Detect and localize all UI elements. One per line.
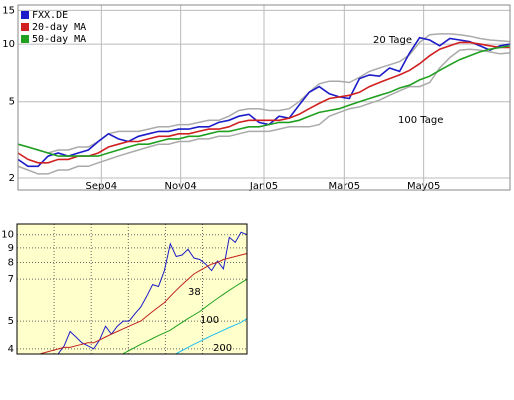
plot-area [17, 224, 247, 354]
legend-swatch [21, 11, 29, 19]
y-tick-label: 2 [9, 173, 15, 184]
y-tick-label: 5 [8, 316, 14, 327]
band-line [17, 48, 511, 175]
y-tick-label: 9 [8, 243, 14, 254]
plot-border [16, 223, 248, 355]
y-tick-label: 15 [2, 5, 15, 16]
legend-label: 50-day MA [32, 34, 86, 45]
series-line [57, 231, 248, 354]
annotation: 20 Tage [373, 35, 412, 46]
series-line [40, 253, 248, 355]
annotation: 200 [213, 343, 232, 354]
plot-border [17, 4, 511, 191]
y-tick-label: 7 [8, 274, 14, 285]
legend-label: FXX.DE [32, 10, 68, 21]
y-tick-label: 5 [9, 97, 15, 108]
series-line [122, 278, 248, 355]
y-tick-label: 10 [1, 230, 14, 241]
annotation: 100 [200, 315, 219, 326]
y-tick-label: 8 [8, 258, 14, 269]
y-tick-label: 4 [8, 344, 14, 355]
annotation: 100 Tage [398, 115, 443, 126]
legend-swatch [21, 23, 29, 31]
series-line [17, 41, 510, 164]
series-line [175, 318, 248, 355]
annotation: 38 [188, 287, 201, 298]
legend-label: 20-day MA [32, 22, 86, 33]
series-line [17, 36, 511, 168]
legend-swatch [21, 35, 29, 43]
series-line [17, 45, 511, 157]
y-tick-label: 10 [2, 39, 15, 50]
